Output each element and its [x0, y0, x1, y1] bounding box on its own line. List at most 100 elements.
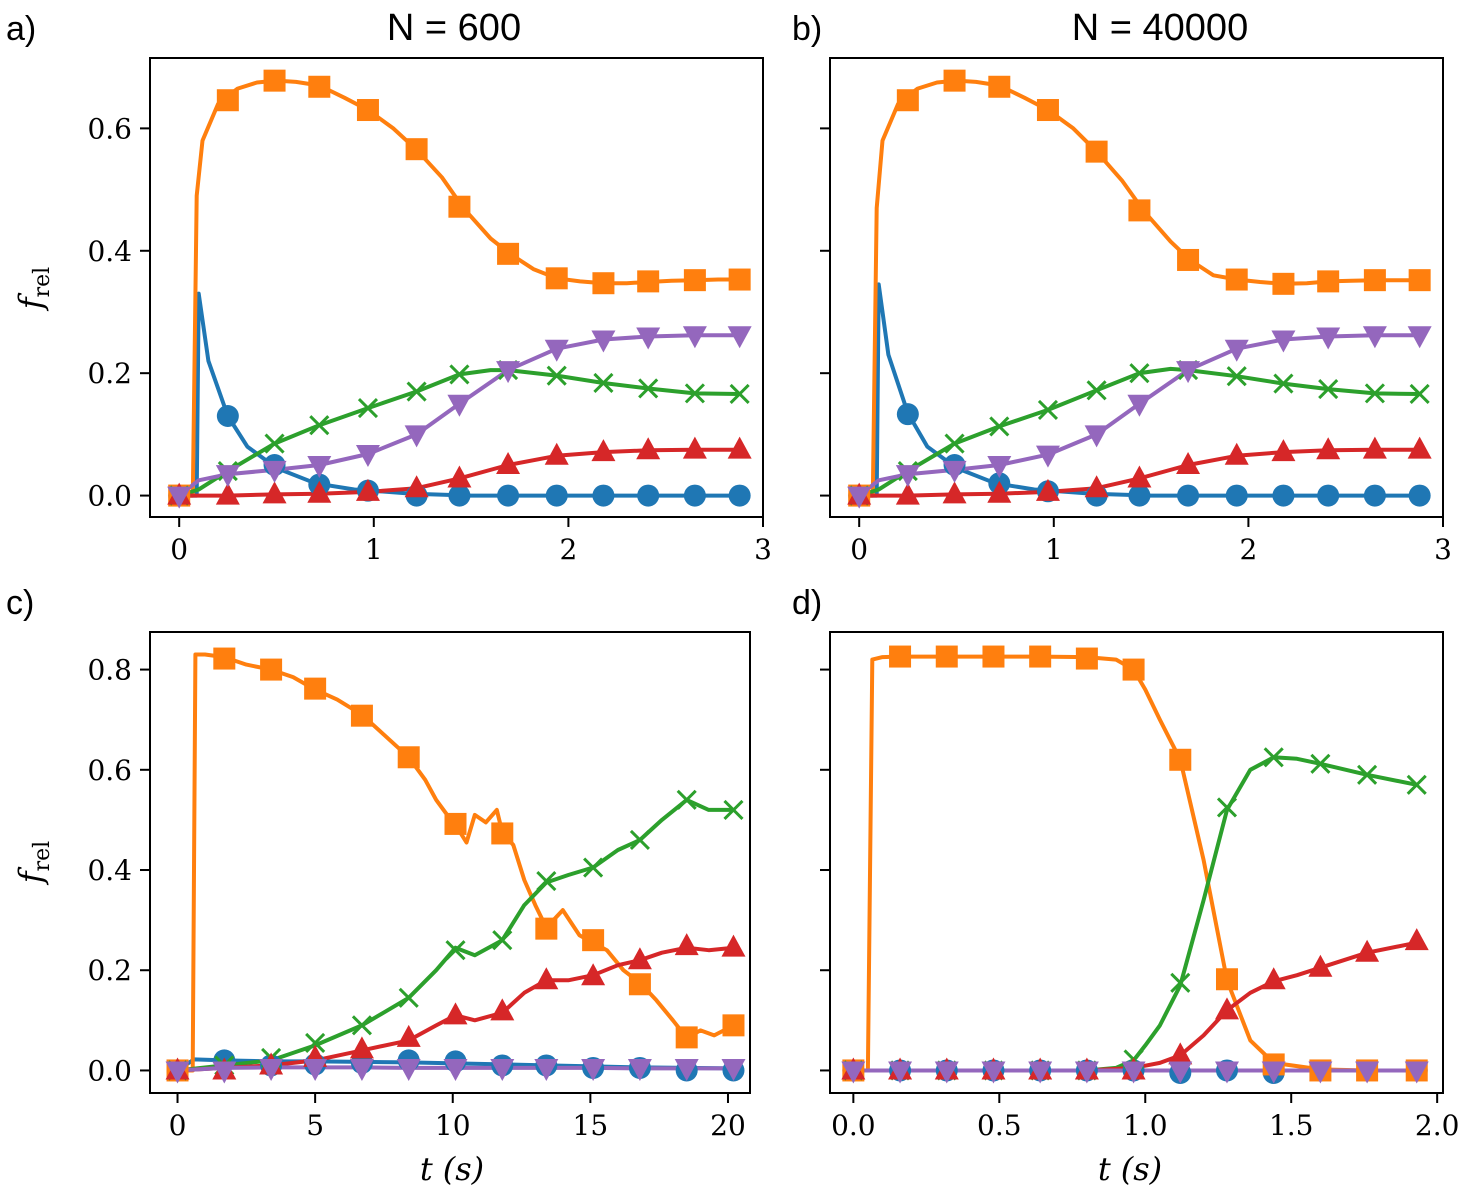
xtick-label-b-0: 0: [850, 533, 868, 566]
marker-b-red-8: [1224, 442, 1249, 465]
series-line-d-red: [851, 940, 1419, 1073]
marker-b-red-1: [895, 482, 920, 505]
xlabel-c: t (s): [420, 1150, 484, 1188]
marker-c-orange-11: [675, 1026, 698, 1049]
marker-d-purple-11: [1355, 1061, 1380, 1084]
marker-d-red-11: [1355, 939, 1380, 962]
marker-d-red-9: [1261, 967, 1286, 990]
marker-b-blue-9: [1272, 484, 1295, 507]
marker-d-purple-7: [1168, 1061, 1193, 1084]
marker-b-orange-8: [1225, 268, 1248, 291]
marker-a-green-11: [684, 383, 705, 404]
marker-a-purple-5: [404, 425, 429, 448]
series-line-d-orange: [851, 654, 1419, 1073]
marker-a-purple-9: [591, 330, 616, 353]
marker-c-red-10: [627, 947, 652, 970]
marker-d-red-8: [1214, 997, 1239, 1020]
marker-b-green-8: [1226, 366, 1247, 387]
column-title-left: N = 600: [387, 7, 521, 49]
panel-b: 0 1 2 3: [820, 57, 1452, 566]
marker-d-green-10: [1310, 753, 1331, 774]
xtick-label-b-2: 2: [1239, 533, 1257, 566]
marker-a-purple-2: [262, 460, 287, 483]
marker-c-red-7: [490, 998, 515, 1021]
marker-d-green-7: [1170, 972, 1191, 993]
marker-b-blue-8: [1225, 484, 1248, 507]
panel-label-c: c): [6, 584, 34, 622]
marker-c-orange-4: [350, 704, 373, 727]
marker-a-blue-9: [592, 484, 615, 507]
marker-d-orange-6: [1122, 658, 1145, 681]
marker-c-green-5: [398, 987, 419, 1008]
marker-c-green-10: [629, 829, 650, 851]
marker-c-orange-3: [304, 677, 327, 700]
marker-c-green-7: [492, 930, 513, 951]
panel-a: 0 1 2 3 0.0 0.2 0.4 0.6: [87, 57, 772, 566]
marker-b-orange-6: [1128, 199, 1151, 222]
marker-a-purple-6: [447, 394, 472, 417]
marker-c-purple-6: [443, 1058, 468, 1081]
marker-d-green-11: [1357, 764, 1378, 785]
marker-c-green-9: [583, 857, 604, 878]
marker-a-orange-9: [592, 272, 615, 295]
marker-d-green-9: [1263, 747, 1284, 768]
marker-b-blue-12: [1408, 484, 1431, 507]
marker-d-purple-12: [1404, 1061, 1429, 1084]
marker-a-red-10: [636, 437, 661, 460]
marker-a-purple-0: [167, 486, 192, 509]
marker-c-purple-10: [627, 1058, 652, 1081]
marker-d-purple-4: [1028, 1061, 1053, 1084]
marker-a-orange-12: [728, 268, 751, 291]
marker-a-green-9: [593, 372, 614, 394]
marker-b-purple-4: [1035, 445, 1060, 468]
panel-d: 0.0 0.5 1.0 1.5 2.0: [820, 631, 1459, 1142]
marker-a-blue-7: [497, 484, 520, 507]
xlabel-d-var: t: [1098, 1150, 1111, 1188]
marker-b-orange-4: [1036, 99, 1059, 122]
marker-a-purple-11: [682, 326, 707, 349]
marker-b-green-3: [989, 416, 1010, 437]
marker-b-purple-3: [987, 455, 1012, 478]
marker-b-red-10: [1316, 437, 1341, 460]
marker-d-purple-6: [1121, 1061, 1146, 1084]
panel-c: 0 5 10 15 20 0.0 0.2 0.4 0.6 0.8: [87, 631, 751, 1142]
marker-b-blue-7: [1177, 484, 1200, 507]
marker-b-green-9: [1273, 373, 1294, 394]
marker-b-purple-8: [1224, 339, 1249, 362]
marker-d-orange-2: [935, 645, 958, 668]
marker-b-purple-10: [1316, 327, 1341, 350]
xtick-label-c-0: 0: [169, 1109, 187, 1142]
marker-a-orange-7: [497, 242, 520, 265]
marker-c-green-8: [536, 870, 557, 892]
xlabel-c-var: t: [420, 1150, 433, 1188]
marker-d-orange-1: [889, 645, 912, 668]
series-line-d-green: [851, 755, 1419, 1073]
marker-a-blue-6: [448, 484, 471, 507]
marker-c-orange-12: [722, 1014, 745, 1037]
xtick-label-b-3: 3: [1434, 533, 1452, 566]
marker-c-purple-3: [303, 1058, 328, 1081]
panel-label-d: d): [792, 584, 822, 622]
marker-c-purple-1: [212, 1061, 237, 1084]
xtick-label-a-1: 1: [365, 533, 383, 566]
ytick-label-c-0: 0.0: [87, 1054, 132, 1087]
marker-a-red-8: [544, 442, 569, 465]
marker-d-red-10: [1308, 954, 1333, 977]
marker-b-red-7: [1176, 451, 1201, 474]
plot-panels: 0 1 2 3 0.0 0.2 0.4 0.6 0 1 2 3 0 5 10 15 20 0.0 0.2 0.4 0.6…: [87, 57, 1459, 1142]
marker-a-green-8: [546, 365, 567, 386]
marker-b-green-6: [1129, 363, 1150, 384]
marker-a-red-6: [447, 465, 472, 488]
marker-a-orange-5: [405, 138, 428, 161]
marker-d-orange-3: [982, 645, 1005, 668]
marker-b-red-9: [1271, 439, 1296, 462]
ylabel-bottom-sub: rel: [30, 841, 55, 872]
marker-b-orange-11: [1363, 269, 1386, 292]
marker-d-purple-9: [1261, 1061, 1286, 1084]
marker-a-orange-1: [216, 89, 239, 112]
marker-a-red-4: [355, 478, 380, 501]
marker-a-orange-10: [637, 270, 660, 293]
panel-label-b: b): [792, 10, 822, 48]
marker-a-purple-1: [215, 465, 240, 488]
marker-c-orange-6: [444, 812, 467, 835]
